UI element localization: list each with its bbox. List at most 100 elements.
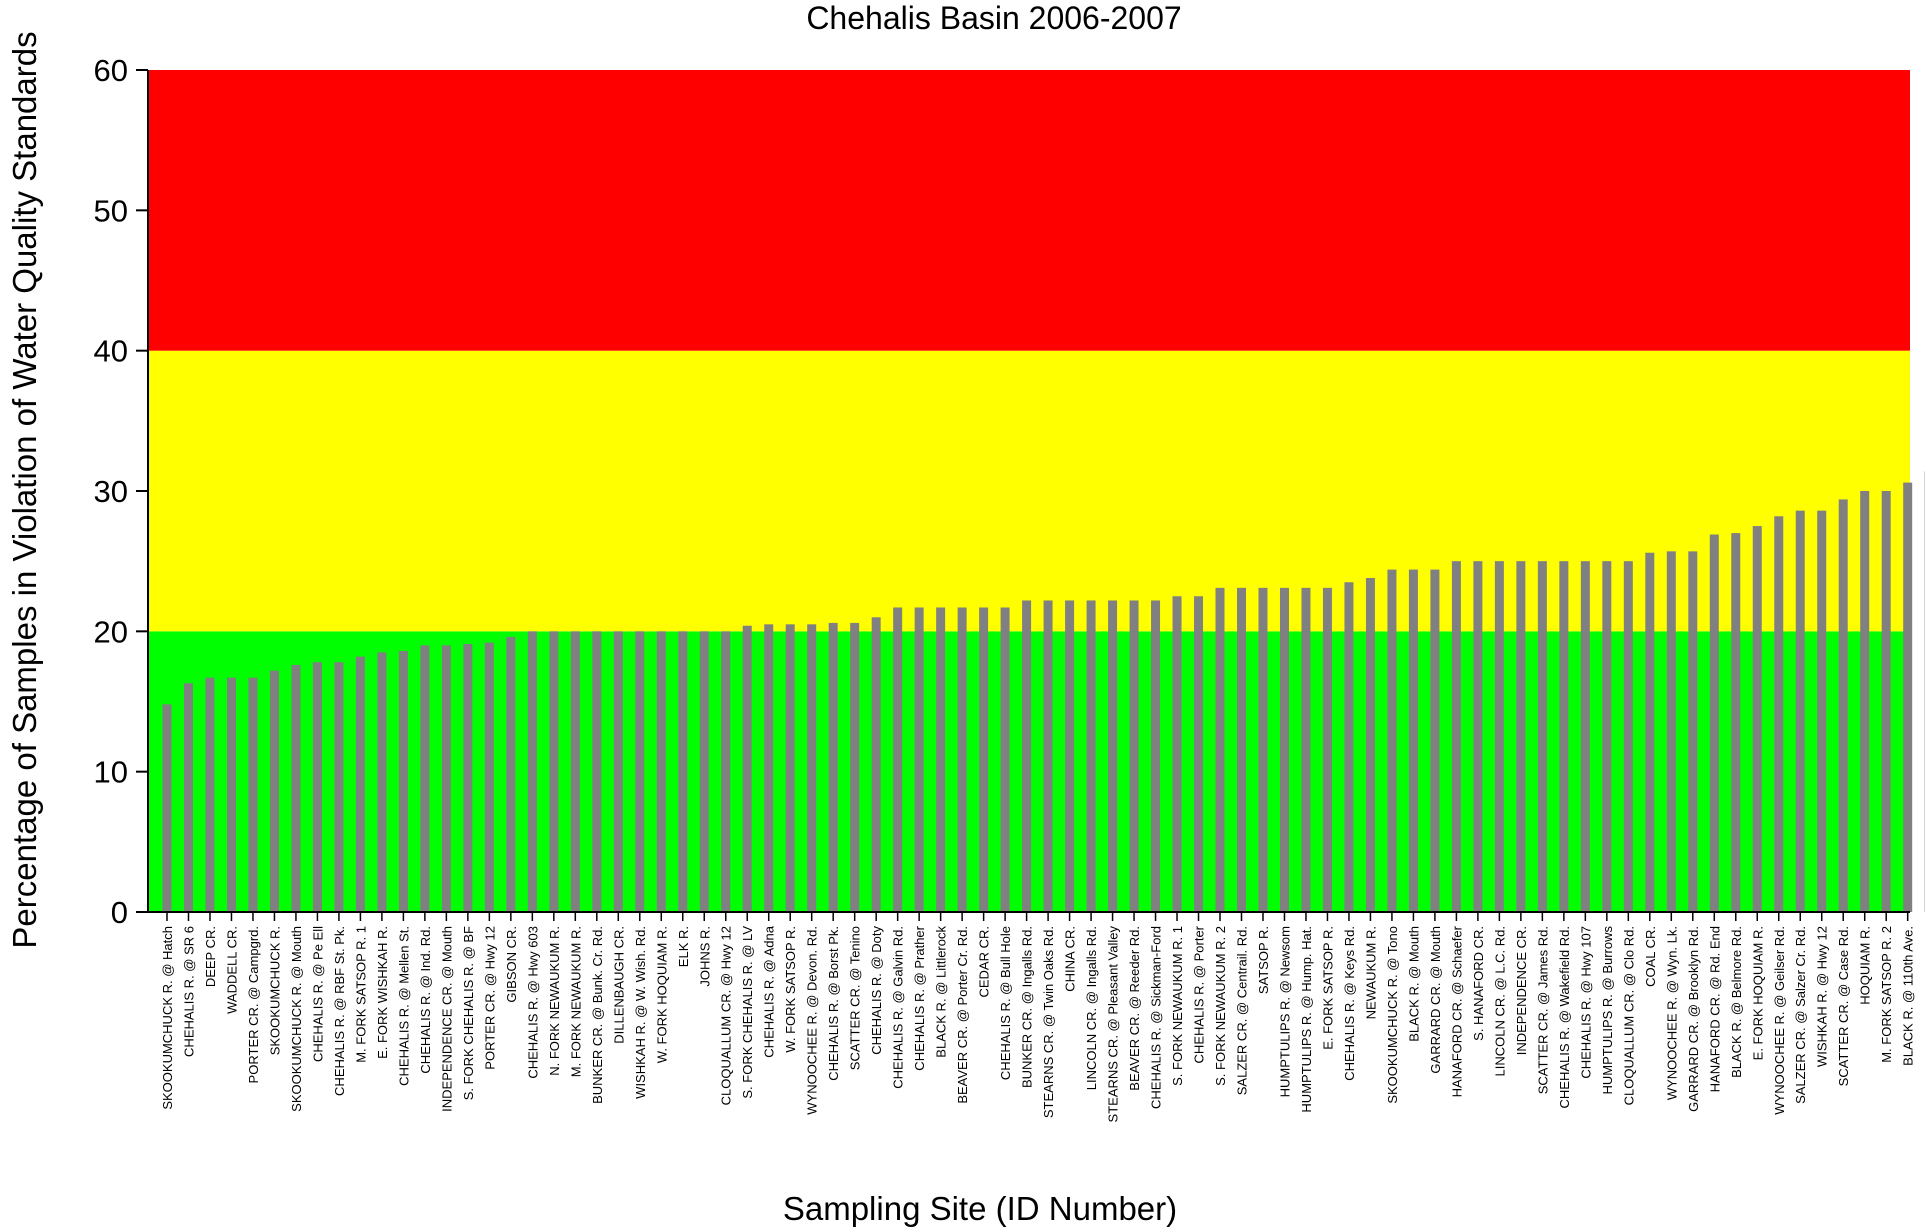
bar	[162, 704, 172, 912]
x-tick-label: GARRARD CR. @ Brooklyn Rd.	[1686, 926, 1701, 1112]
bar	[1022, 600, 1032, 912]
x-tick-label: CHEHALIS R. @ Doty	[869, 926, 884, 1055]
x-tick-label: CHEHALIS R. @ Wakefield Rd.	[1557, 926, 1572, 1109]
x-tick-label: CHEHALIS R. @ RBF St. Pk.	[332, 926, 347, 1096]
bar	[1194, 596, 1204, 912]
bar	[1903, 482, 1913, 912]
bar	[1301, 587, 1311, 912]
x-tick-label: M. FORK NEWAUKUM R.	[568, 926, 583, 1077]
bar	[1516, 561, 1526, 912]
x-tick-label: DEEP CR.	[203, 926, 218, 987]
bar	[334, 662, 344, 912]
bar	[742, 625, 752, 912]
bar	[1387, 569, 1397, 912]
x-tick-label: GARRARD CR. @ Mouth	[1428, 926, 1443, 1074]
bar	[1795, 510, 1805, 912]
y-tick-label: 0	[111, 895, 128, 930]
bar	[1151, 600, 1161, 912]
x-tick-label: HUMPTULIPS R. @ Hump. Hat.	[1299, 926, 1314, 1113]
bar	[1860, 491, 1870, 912]
x-tick-label: CHEHALIS R. @ Ind. Rd.	[418, 926, 433, 1074]
bar	[1215, 587, 1225, 912]
x-tick-label: STEARNS CR. @ Pleasant Valley	[1106, 926, 1121, 1123]
x-tick-label: WISHKAH R. @ Hwy 12	[1815, 926, 1830, 1067]
bar	[377, 652, 387, 912]
x-tick-label: CHEHALIS R. @ Prather	[912, 925, 927, 1070]
x-tick-label: CLOQUALLUM CR. @ Clo Rd.	[1621, 926, 1636, 1105]
x-tick-label: DILLENBAUGH CR.	[611, 926, 626, 1044]
x-tick-label: CHINA CR.	[1063, 926, 1078, 992]
x-tick-label: BUNKER CR. @ Ingalls Rd.	[1020, 926, 1035, 1088]
bar	[484, 642, 494, 912]
x-tick-label: CEDAR CR.	[977, 926, 992, 998]
bar	[291, 665, 301, 912]
x-tick-label: HANAFORD CR. @ Rd. End	[1707, 926, 1722, 1092]
x-tick-label: CLOQUALLUM CR. @ Hwy 12	[719, 926, 734, 1105]
x-tick-label: CHEHALIS R. @ Hwy 603	[525, 926, 540, 1079]
bar	[656, 631, 666, 912]
bar	[1258, 587, 1268, 912]
x-tick-label: CHEHALIS R. @ Sickman-Ford	[1149, 926, 1164, 1109]
x-tick-label: SALZER CR. @ Salzer Cr. Rd.	[1793, 926, 1808, 1104]
bar	[828, 622, 838, 912]
bar	[1473, 561, 1483, 912]
bar	[850, 622, 860, 912]
x-tick-label: SKOOKUMCHUCK R. @ Tono	[1385, 926, 1400, 1104]
x-tick-label: ELK R.	[676, 926, 691, 967]
x-tick-label: SATSOP R.	[1256, 926, 1271, 994]
bar	[1430, 569, 1440, 912]
x-tick-label: WINTER CR.	[1922, 926, 1925, 1003]
x-tick-label: N. FORK NEWAUKUM R.	[547, 926, 562, 1076]
x-tick-label: HUMPTULIPS R. @ Burrows	[1600, 926, 1615, 1095]
bar	[893, 607, 903, 912]
bar	[527, 631, 537, 912]
bar	[957, 607, 967, 912]
x-tick-label: SCATTER CR. @ Case Rd.	[1836, 926, 1851, 1086]
x-tick-label: BLACK R. @ Belmore Rd.	[1729, 926, 1744, 1078]
x-tick-label: S. FORK CHEHALIS R. @ LV	[740, 926, 755, 1099]
bar	[1086, 600, 1096, 912]
y-tick-label: 60	[94, 53, 128, 88]
x-tick-label: BUNKER CR. @ Bunk. Cr. Rd.	[590, 926, 605, 1104]
y-tick-label: 40	[94, 334, 128, 369]
bar	[355, 656, 365, 912]
x-tick-label: BLACK R. @ 110th Ave.	[1901, 926, 1916, 1066]
y-axis-label: Percentage of Samples in Violation of Wa…	[6, 31, 43, 948]
x-tick-label: CHEHALIS R. @ Borst Pk.	[826, 926, 841, 1081]
bar	[1666, 551, 1676, 912]
x-tick-label: SKOOKUMCHUCK R.	[267, 926, 282, 1055]
x-tick-label: CHEHALIS R. @ Galvin Rd.	[891, 926, 906, 1089]
x-tick-label: CHEHALIS R. @ Mellen St.	[396, 926, 411, 1086]
x-tick-label: SKOOKUMCHUCK R. @ Mouth	[289, 926, 304, 1112]
bar	[1731, 533, 1741, 912]
x-tick-label: SCATTER CR. @ Tenino	[848, 926, 863, 1070]
x-tick-label: PORTER CR. @ Campgrd.	[246, 926, 261, 1083]
x-tick-label: INDEPENDENCE CR.	[1514, 926, 1529, 1055]
band-2	[148, 70, 1910, 351]
bar	[506, 636, 516, 912]
x-tick-label: E. FORK HOQUIAM R.	[1750, 926, 1765, 1060]
x-tick-label: WYNOOCHEE R. @ Devon. Rd.	[805, 926, 820, 1115]
bar	[1709, 534, 1719, 912]
bar	[979, 607, 989, 912]
bar	[1559, 561, 1569, 912]
bar-series	[162, 471, 1925, 912]
y-tick-label: 20	[94, 614, 128, 649]
bar	[1279, 587, 1289, 912]
bar	[1065, 600, 1075, 912]
x-tick-label: WYNOOCHEE R. @ Wyn. Lk.	[1664, 926, 1679, 1100]
bar	[1237, 587, 1246, 912]
x-tick-label: CHEHALIS R. @ Adna	[762, 925, 777, 1057]
x-tick-label: PORTER CR. @ Hwy 12	[482, 926, 497, 1070]
x-tick-label: CHEHALIS R. @ Pe Ell	[310, 926, 325, 1062]
bar	[183, 683, 193, 912]
bar	[1881, 491, 1891, 912]
x-tick-label: S. HANAFORD CR.	[1471, 926, 1486, 1041]
bar	[312, 662, 322, 912]
x-tick-label: CHEHALIS R. @ SR 6	[181, 926, 196, 1057]
bar	[1623, 561, 1633, 912]
x-tick-label: BEAVER CR. @ Porter Cr. Rd.	[955, 926, 970, 1104]
x-tick-label: COAL CR.	[1643, 926, 1658, 987]
bar	[1043, 600, 1053, 912]
